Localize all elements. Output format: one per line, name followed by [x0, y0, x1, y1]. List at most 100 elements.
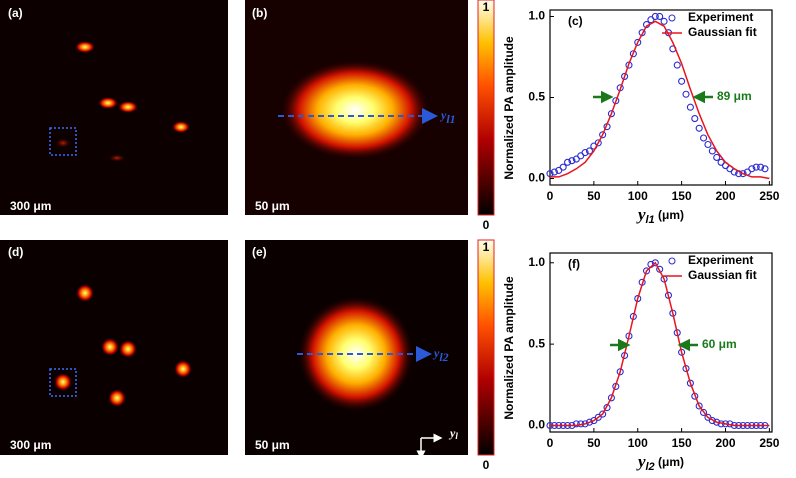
- axis-indicator: yl: [448, 426, 458, 441]
- data-point: [678, 77, 686, 85]
- data-point: [673, 61, 681, 69]
- colorbar: [477, 0, 495, 216]
- symbol: x: [405, 452, 412, 466]
- legend-label: Experiment: [688, 10, 753, 24]
- data-point: [585, 418, 594, 426]
- y-tick-label: 0.0: [528, 418, 545, 432]
- fit-line: [550, 261, 770, 427]
- panel-label: (e): [252, 245, 267, 259]
- data-point: [563, 158, 572, 166]
- legend-marker: [668, 14, 676, 22]
- panel-label: (d): [8, 245, 23, 259]
- data-point: [748, 165, 756, 173]
- symbol: y: [448, 426, 456, 440]
- subscript: l1: [646, 214, 655, 226]
- data-point: [607, 394, 615, 402]
- data-point: [757, 163, 765, 171]
- unit: (μm): [655, 208, 684, 222]
- legend-marker: [668, 257, 676, 265]
- data-point: [686, 379, 694, 387]
- data-point: [568, 157, 576, 165]
- subscript: l1: [446, 112, 455, 126]
- data-point: [752, 163, 760, 171]
- data-point: [695, 124, 703, 132]
- data-point: [700, 134, 708, 142]
- data-point: [682, 90, 690, 98]
- x-tick-label: 100: [628, 189, 648, 203]
- colorbar-min: 0: [483, 218, 490, 232]
- data-point: [621, 72, 629, 80]
- scale-bar-label: 300 μm: [10, 199, 51, 213]
- data-point: [691, 115, 699, 123]
- y-tick-label: 0.0: [528, 171, 545, 185]
- annotation: 60 μm: [702, 337, 737, 351]
- panel-label: (a): [8, 6, 23, 20]
- data-point: [581, 149, 589, 157]
- data-point: [594, 139, 602, 147]
- scale-bar-label: 50 μm: [255, 438, 290, 452]
- data-point: [585, 147, 594, 155]
- x-axis-label: yl1 (μm): [636, 205, 684, 226]
- colorbar-max: 1: [483, 240, 490, 254]
- colorbar-label: Normalized PA amplitude: [502, 276, 516, 420]
- x-tick-label: 200: [715, 189, 735, 203]
- labels: (a) (b) (d) (e) 300 μm 50 μm 300 μm 50 μ…: [8, 0, 516, 472]
- scale-bar-label: 50 μm: [255, 199, 290, 213]
- y-tick-label: 0.5: [528, 336, 545, 350]
- data-point: [642, 267, 651, 275]
- data-point: [607, 110, 615, 118]
- x-tick-label: 150: [672, 436, 692, 450]
- x-axis-label: yl2 (μm): [636, 452, 684, 473]
- data-point: [695, 402, 703, 410]
- subscript: l2: [439, 350, 448, 364]
- x-tick-label: 0: [547, 189, 554, 203]
- data-point: [559, 163, 567, 171]
- image-b: [245, 0, 468, 226]
- data-point: [739, 170, 747, 178]
- colorbar: [477, 239, 495, 456]
- line-label: yl2: [432, 346, 449, 364]
- subscript: l2: [646, 461, 655, 473]
- scale-bar-label: 300 μm: [10, 438, 51, 452]
- data-point: [656, 12, 664, 21]
- legend-label: Experiment: [688, 253, 753, 267]
- panel-label: (b): [252, 6, 267, 20]
- data-point: [550, 168, 558, 176]
- y-tick-label: 0.5: [528, 90, 545, 104]
- image-a: [0, 0, 228, 226]
- x-tick-label: 50: [587, 436, 601, 450]
- legend-label: Gaussian fit: [688, 25, 757, 39]
- symbol: y: [439, 108, 447, 122]
- data-point: [599, 131, 607, 139]
- data-point: [700, 408, 708, 417]
- colorbar-max: 1: [483, 0, 490, 14]
- colorbar-label: Normalized PA amplitude: [502, 36, 516, 180]
- x-tick-label: 0: [547, 436, 554, 450]
- x-tick-label: 250: [759, 436, 779, 450]
- data-point: [708, 147, 716, 155]
- colorbar-min: 0: [483, 458, 490, 472]
- image-d: [0, 240, 228, 465]
- annotation: 89 μm: [717, 89, 752, 103]
- subscript: l: [412, 457, 415, 467]
- data-point: [704, 140, 712, 149]
- x-tick-label: 150: [672, 189, 692, 203]
- symbol: y: [636, 205, 646, 224]
- panel-label: (c): [568, 14, 583, 28]
- panel-label: (f): [568, 257, 580, 271]
- symbol: y: [636, 452, 646, 471]
- data-point: [599, 410, 607, 418]
- data-point: [572, 420, 580, 428]
- subscript: l: [455, 431, 458, 441]
- y-tick-label: 1.0: [528, 255, 545, 269]
- plot-frame: [549, 252, 773, 433]
- x-tick-label: 100: [628, 436, 648, 450]
- x-tick-label: 250: [759, 189, 779, 203]
- data-point: [629, 50, 637, 58]
- image-e: [245, 240, 468, 465]
- data-point: [651, 259, 659, 267]
- data-point: [713, 153, 721, 162]
- x-tick-label: 200: [715, 436, 735, 450]
- legend-label: Gaussian fit: [688, 268, 757, 282]
